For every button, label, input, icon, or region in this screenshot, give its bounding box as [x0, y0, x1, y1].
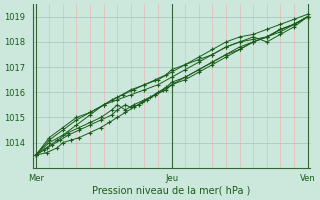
X-axis label: Pression niveau de la mer( hPa ): Pression niveau de la mer( hPa ) — [92, 186, 251, 196]
